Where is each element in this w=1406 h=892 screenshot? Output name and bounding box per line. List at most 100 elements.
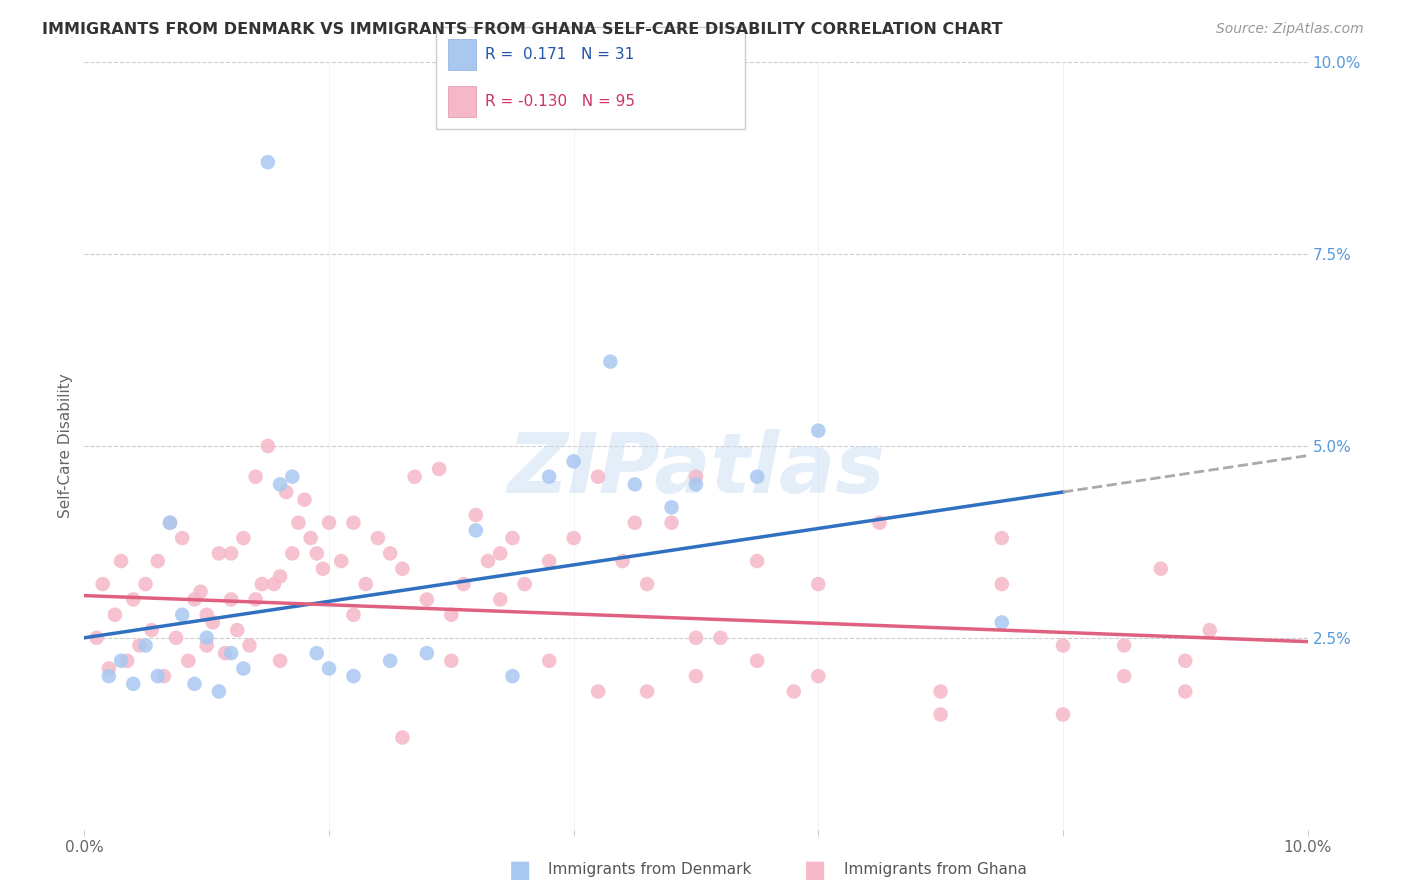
Point [269,654,291,668]
Point [141,623,163,637]
Point [367,531,389,545]
Point [1174,654,1197,668]
Point [294,492,316,507]
Point [440,654,463,668]
Point [416,592,439,607]
Point [538,654,561,668]
Point [391,731,413,745]
Point [807,577,830,591]
Point [464,508,486,522]
Point [636,684,658,698]
Point [586,684,609,698]
Point [416,646,439,660]
Point [219,646,242,660]
Point [502,531,524,545]
Point [245,592,267,607]
Text: Immigrants from Denmark: Immigrants from Denmark [548,863,752,877]
Point [195,631,218,645]
Point [232,661,254,675]
Point [257,439,280,453]
Point [513,577,536,591]
Point [115,654,138,668]
Point [380,546,402,560]
Point [1114,639,1136,653]
Text: Source: ZipAtlas.com: Source: ZipAtlas.com [1216,22,1364,37]
Point [219,592,242,607]
Point [807,669,830,683]
Point [146,554,169,568]
Point [122,592,145,607]
Point [991,615,1014,630]
Point [104,607,127,622]
Point [208,546,231,560]
Point [318,516,340,530]
Point [219,546,242,560]
Point [250,577,273,591]
Point [1174,684,1197,698]
Point [502,669,524,683]
Point [190,584,212,599]
Point [991,577,1014,591]
Point [330,554,353,568]
Point [929,707,952,722]
Point [599,354,621,368]
Point [245,469,267,483]
Point [135,577,157,591]
Point [661,500,683,515]
Point [342,669,364,683]
Point [440,607,463,622]
Point [807,424,830,438]
Point [342,516,364,530]
Point [709,631,731,645]
Point [685,469,707,483]
Point [183,592,205,607]
Point [477,554,499,568]
FancyBboxPatch shape [436,27,745,129]
Point [208,684,231,698]
Point [135,639,157,653]
Point [312,562,335,576]
Point [991,531,1014,545]
Point [201,615,224,630]
Point [489,546,512,560]
Point [86,631,108,645]
Point [110,654,132,668]
Point [562,531,585,545]
Text: IMMIGRANTS FROM DENMARK VS IMMIGRANTS FROM GHANA SELF-CARE DISABILITY CORRELATIO: IMMIGRANTS FROM DENMARK VS IMMIGRANTS FR… [42,22,1002,37]
Point [685,477,707,491]
Point [427,462,450,476]
Point [153,669,176,683]
Point [636,577,658,591]
Point [122,677,145,691]
Point [226,623,249,637]
Point [783,684,806,698]
Point [586,469,609,483]
Point [299,531,322,545]
Text: ZIPatlas: ZIPatlas [508,428,884,509]
Point [661,516,683,530]
Point [281,469,304,483]
Point [276,485,298,500]
Point [404,469,426,483]
Point [747,469,769,483]
Point [172,607,194,622]
Y-axis label: Self-Care Disability: Self-Care Disability [58,374,73,518]
Point [612,554,634,568]
Point [91,577,114,591]
Point [159,516,181,530]
Point [538,469,561,483]
Text: R =  0.171   N = 31: R = 0.171 N = 31 [485,47,634,62]
Point [747,654,769,668]
Point [318,661,340,675]
Point [263,577,285,591]
Bar [449,87,477,117]
Point [97,661,120,675]
Point [489,592,512,607]
Point [128,639,150,653]
Text: Immigrants from Ghana: Immigrants from Ghana [844,863,1026,877]
Point [747,554,769,568]
Point [624,516,647,530]
Point [453,577,475,591]
Point [305,646,328,660]
Point [562,454,585,468]
